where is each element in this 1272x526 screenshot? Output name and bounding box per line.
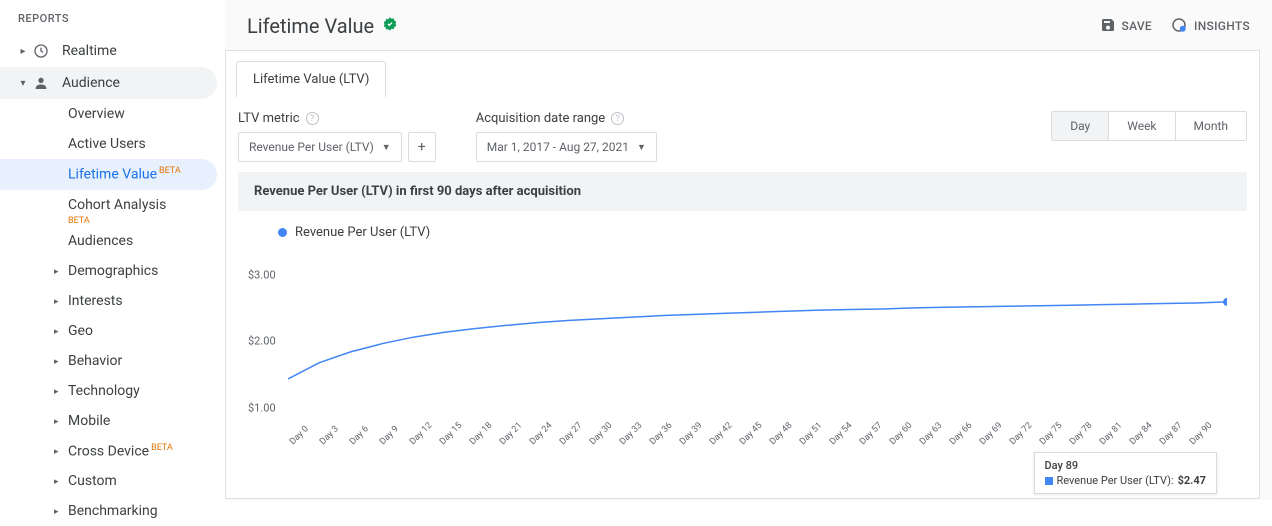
sidebar-item-label: Geo bbox=[68, 323, 93, 339]
sidebar-item-label: Benchmarking bbox=[68, 503, 158, 519]
sidebar-item[interactable]: ▸ Technology bbox=[0, 376, 217, 406]
tooltip-title: Day 89 bbox=[1045, 459, 1207, 472]
sidebar-item[interactable]: ▸ Cross DeviceBETA bbox=[0, 436, 217, 467]
sidebar-item-label: Audiences bbox=[68, 233, 133, 249]
date-select[interactable]: Mar 1, 2017 - Aug 27, 2021 ▼ bbox=[476, 132, 657, 162]
x-axis-labels: Day 0Day 3Day 6Day 9Day 12Day 15Day 18Da… bbox=[288, 440, 1227, 450]
granularity-day[interactable]: Day bbox=[1052, 112, 1109, 140]
sidebar-item-label: Cross Device bbox=[68, 443, 149, 459]
chart-legend: Revenue Per User (LTV) bbox=[238, 211, 1247, 246]
sidebar-item[interactable]: Active Users bbox=[0, 129, 217, 159]
sidebar-item-label: Custom bbox=[68, 473, 117, 489]
sidebar-item-label: Interests bbox=[68, 293, 123, 309]
chevron-right-icon: ▸ bbox=[54, 477, 59, 487]
tooltip-value: $2.47 bbox=[1178, 474, 1206, 487]
clock-icon bbox=[32, 42, 50, 60]
sidebar-item[interactable]: ▸ Benchmarking bbox=[0, 496, 217, 526]
sidebar-header: REPORTS bbox=[0, 8, 225, 35]
legend-label: Revenue Per User (LTV) bbox=[295, 225, 430, 240]
legend-dot-icon bbox=[278, 228, 287, 237]
line-chart bbox=[288, 246, 1227, 436]
verified-icon bbox=[382, 16, 398, 36]
y-tick-label: $3.00 bbox=[248, 268, 276, 281]
granularity-week[interactable]: Week bbox=[1109, 112, 1175, 140]
chevron-right-icon: ▸ bbox=[54, 357, 59, 367]
sidebar-item-label: Demographics bbox=[68, 263, 158, 279]
chart-section: Revenue Per User (LTV) in first 90 days … bbox=[226, 172, 1259, 498]
sidebar-item[interactable]: ▸ Behavior bbox=[0, 346, 217, 376]
metric-value: Revenue Per User (LTV) bbox=[249, 140, 374, 154]
beta-badge: BETA bbox=[151, 443, 173, 453]
chart-area: $3.00 $2.00 $1.00 Day 0Day 3Day 6Day 9Day … bbox=[238, 246, 1247, 486]
sidebar-item[interactable]: ▸ Demographics bbox=[0, 256, 217, 286]
save-button[interactable]: SAVE bbox=[1100, 17, 1152, 36]
beta-badge: BETA bbox=[159, 166, 181, 176]
tooltip-color-icon bbox=[1045, 477, 1053, 485]
controls-row: LTV metric ? Revenue Per User (LTV) ▼ + … bbox=[226, 97, 1259, 172]
y-tick-label: $1.00 bbox=[248, 401, 276, 414]
sidebar-item[interactable]: ▸ Mobile bbox=[0, 406, 217, 436]
nav-audience[interactable]: ▾ Audience bbox=[0, 67, 217, 99]
chevron-down-icon: ▼ bbox=[637, 142, 646, 153]
sidebar-item-label: Overview bbox=[68, 106, 125, 122]
sidebar-item[interactable]: ▸ Interests bbox=[0, 286, 217, 316]
chevron-right-icon: ▸ bbox=[54, 387, 59, 397]
nav-label: Realtime bbox=[62, 43, 117, 59]
chevron-right-icon: ▸ bbox=[54, 267, 59, 277]
chevron-right-icon: ▸ bbox=[54, 417, 59, 427]
help-icon[interactable]: ? bbox=[306, 112, 319, 125]
chevron-right-icon: ▸ bbox=[18, 46, 28, 57]
date-value: Mar 1, 2017 - Aug 27, 2021 bbox=[487, 140, 629, 154]
chevron-right-icon: ▸ bbox=[54, 297, 59, 307]
sidebar-item-label: Active Users bbox=[68, 136, 146, 152]
sidebar-item-label: Mobile bbox=[68, 413, 110, 429]
page-header: Lifetime Value SAVE INSIGHTS bbox=[225, 0, 1272, 50]
sidebar-item[interactable]: Lifetime ValueBETA bbox=[0, 159, 217, 190]
help-icon[interactable]: ? bbox=[611, 112, 624, 125]
sidebar-item-label: Cohort Analysis bbox=[68, 197, 166, 213]
save-label: SAVE bbox=[1122, 19, 1152, 33]
chevron-right-icon: ▸ bbox=[54, 507, 59, 517]
granularity-toggle: DayWeekMonth bbox=[1051, 111, 1247, 141]
chevron-right-icon: ▸ bbox=[54, 447, 59, 457]
insights-button[interactable]: INSIGHTS bbox=[1170, 16, 1250, 37]
metric-select[interactable]: Revenue Per User (LTV) ▼ bbox=[238, 132, 402, 162]
chevron-right-icon: ▸ bbox=[54, 327, 59, 337]
sidebar-item-label: Technology bbox=[68, 383, 140, 399]
person-icon bbox=[32, 74, 50, 92]
sidebar: REPORTS ▸ Realtime ▾ Audience Overview Ac… bbox=[0, 0, 225, 500]
sidebar-item[interactable]: Audiences bbox=[0, 226, 217, 256]
metric-control: LTV metric ? Revenue Per User (LTV) ▼ + bbox=[238, 111, 436, 162]
chevron-down-icon: ▼ bbox=[382, 142, 391, 153]
sidebar-item-label: Lifetime Value bbox=[68, 167, 157, 183]
metric-label: LTV metric bbox=[238, 111, 300, 126]
nav-label: Audience bbox=[62, 75, 120, 91]
sidebar-item[interactable]: ▸ Custom bbox=[0, 466, 217, 496]
chart-tooltip: Day 89 Revenue Per User (LTV): $2.47 bbox=[1034, 452, 1218, 494]
chevron-down-icon: ▾ bbox=[18, 78, 28, 89]
y-tick-label: $2.00 bbox=[248, 335, 276, 348]
insights-icon bbox=[1170, 16, 1188, 37]
add-metric-button[interactable]: + bbox=[408, 132, 436, 162]
content-card: Lifetime Value (LTV) LTV metric ? Revenu… bbox=[225, 50, 1260, 499]
nav-realtime[interactable]: ▸ Realtime bbox=[0, 35, 217, 67]
sidebar-item[interactable]: Overview bbox=[0, 99, 217, 129]
tab-ltv[interactable]: Lifetime Value (LTV) bbox=[236, 61, 386, 97]
sidebar-item[interactable]: ▸ Geo bbox=[0, 316, 217, 346]
tooltip-metric: Revenue Per User (LTV): bbox=[1057, 474, 1174, 487]
date-control: Acquisition date range ? Mar 1, 2017 - A… bbox=[476, 111, 657, 162]
main-content: Lifetime Value SAVE INSIGHTS Lifetime Va… bbox=[225, 0, 1272, 500]
page-title: Lifetime Value bbox=[247, 14, 374, 38]
tabs: Lifetime Value (LTV) bbox=[226, 51, 1259, 97]
save-icon bbox=[1100, 17, 1116, 36]
date-label: Acquisition date range bbox=[476, 111, 605, 126]
granularity-month[interactable]: Month bbox=[1176, 112, 1246, 140]
sidebar-item[interactable]: Cohort Analysis bbox=[0, 190, 217, 220]
chart-title: Revenue Per User (LTV) in first 90 days … bbox=[238, 172, 1247, 211]
sidebar-item-label: Behavior bbox=[68, 353, 122, 369]
insights-label: INSIGHTS bbox=[1194, 19, 1250, 33]
